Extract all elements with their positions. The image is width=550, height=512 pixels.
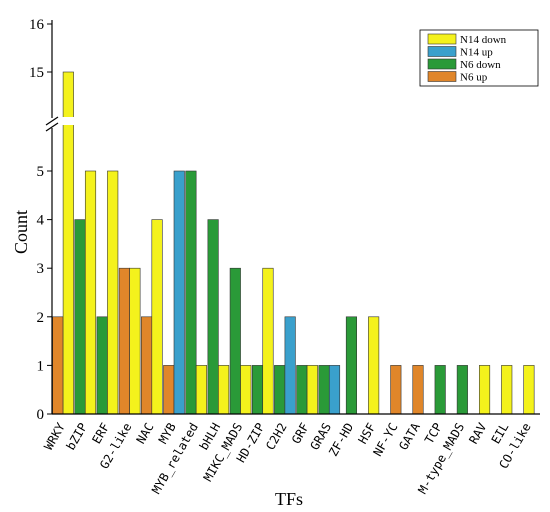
axes-layer xyxy=(44,20,540,415)
legend-swatch xyxy=(427,46,457,57)
bar-ERF-N6-down xyxy=(96,316,108,415)
bar-MIKC_MADS-N14-down xyxy=(240,365,252,415)
y-tick-label: 16 xyxy=(29,17,45,33)
axis-break-mark-upper xyxy=(45,122,59,132)
bar-MIKC_MADS-N6-down xyxy=(229,267,241,415)
y-tick-label: 15 xyxy=(29,65,44,81)
bar-ZF-HD-N6-down xyxy=(345,316,358,415)
bar-GRAS-N6-down xyxy=(318,365,330,415)
bar-TCP-N6-down xyxy=(434,365,446,415)
bar-CO-like-N14-down xyxy=(523,365,535,415)
bar-MYB-N14-up xyxy=(173,170,185,415)
bars-layer xyxy=(52,71,535,415)
bar-bZIP-N14-down xyxy=(84,170,97,415)
y-tick-label: 0 xyxy=(37,407,45,423)
axis-break-mark-lower xyxy=(45,116,59,126)
y-axis-title: Count xyxy=(11,210,31,254)
bar-G2-like-N6-up xyxy=(118,267,130,415)
legend-swatch xyxy=(427,71,457,82)
bar-MYB-N6-up xyxy=(163,365,175,415)
y-tick-label: 5 xyxy=(37,164,45,180)
bar-M-type_MADS-N6-down xyxy=(456,365,468,415)
legend-label: N6 down xyxy=(460,59,501,71)
bar-ERF-N14-down xyxy=(107,170,119,415)
legend-swatch xyxy=(427,58,457,70)
bar-NAC-N6-up xyxy=(141,316,153,415)
legend-label: N14 down xyxy=(460,34,507,46)
x-tick-label: RAV xyxy=(466,421,489,447)
x-tick-label: bZIP xyxy=(64,421,91,453)
legend-label: N14 up xyxy=(460,47,493,59)
ticks-layer: 0 1 2 3 4 5 15 16 xyxy=(29,17,52,423)
y-tick-label: 4 xyxy=(37,213,45,229)
bar-WRKY-N6-up xyxy=(52,316,64,415)
bar-bZIP-N6-down xyxy=(74,219,86,415)
bar-bHLH-N14-down xyxy=(218,365,230,415)
y-tick-label: 2 xyxy=(37,310,45,326)
x-tick-label: C2H2 xyxy=(263,420,290,452)
bar-G2-like-N14-down xyxy=(129,267,141,415)
bar-NAC-N14-down xyxy=(151,219,163,415)
bar-EIL-N14-down xyxy=(501,365,513,415)
bar-GRAS-N14-up xyxy=(328,365,341,415)
bar-C2H2-N14-up xyxy=(284,316,296,415)
x-tick-label: WRKY xyxy=(41,420,68,453)
y-tick-label: 3 xyxy=(37,261,45,277)
bar-C2H2-N6-down xyxy=(274,365,286,415)
bar-MYB_related-N14-down xyxy=(195,365,207,415)
bar-HD-ZIP-N6-down xyxy=(251,365,264,415)
legend-swatch xyxy=(427,33,457,45)
axis-break-gap xyxy=(44,117,134,125)
x-tick-label: NAC xyxy=(134,420,157,446)
legend-label: N6 up xyxy=(460,72,488,84)
bar-HSF-N14-down xyxy=(368,316,380,415)
bar-GRF-N6-down xyxy=(296,365,308,415)
bar-GRF-N14-down xyxy=(306,365,318,415)
x-tick-label: GATA xyxy=(396,420,423,453)
bar-RAV-N14-down xyxy=(478,365,491,415)
bar-HD-ZIP-N14-down xyxy=(262,267,274,415)
bar-MYB_related-N6-down xyxy=(185,170,197,415)
y-tick-label: 1 xyxy=(37,358,45,374)
bar-GATA-N6-up xyxy=(412,365,424,415)
bar-bHLH-N6-down xyxy=(207,219,219,415)
x-axis-title: TFs xyxy=(275,489,303,509)
bar-NF-YC-N6-up xyxy=(390,365,402,415)
